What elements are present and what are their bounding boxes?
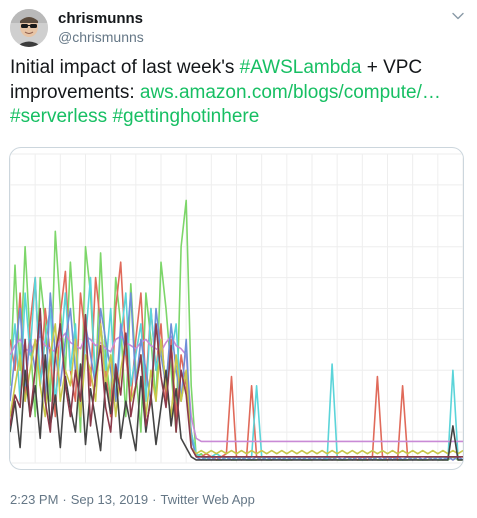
chevron-down-icon[interactable] — [451, 9, 465, 23]
series-line-6 — [10, 323, 463, 455]
separator: · — [62, 492, 67, 507]
blog-link[interactable]: aws.amazon.com/blogs/compute/… — [139, 81, 441, 103]
hashtag-serverless[interactable]: #serverless — [10, 106, 108, 127]
line-chart — [10, 153, 463, 464]
series-line-8 — [10, 307, 463, 458]
tweet-time[interactable]: 2:23 PM — [10, 492, 59, 507]
separator: · — [152, 492, 157, 507]
hashtag-gettinghotinhere[interactable]: #gettinghotinhere — [112, 106, 260, 127]
avatar-image — [10, 9, 48, 47]
series-line-7 — [10, 354, 463, 461]
hashtag-awslambda[interactable]: #AWSLambda — [239, 57, 362, 78]
tweet-text-part: Initial impact of last week's — [10, 57, 240, 78]
tweet-source[interactable]: Twitter Web App — [160, 492, 255, 507]
display-name[interactable]: chrismunns — [58, 10, 144, 27]
tweet-text: Initial impact of last week's #AWSLambda… — [10, 56, 467, 130]
tweet-header: chrismunns @chrismunns — [10, 9, 467, 49]
tweet-text-part: + VPC improvements: — [10, 57, 423, 103]
user-handle[interactable]: @chrismunns — [58, 29, 144, 45]
series-line-4 — [10, 332, 463, 443]
user-names: chrismunns @chrismunns — [58, 10, 144, 46]
avatar[interactable] — [10, 9, 48, 47]
tweet-footer: 2:23 PM · Sep 13, 2019 · Twitter Web App — [10, 492, 255, 508]
tweet-date[interactable]: Sep 13, 2019 — [70, 492, 149, 507]
tweet-media[interactable] — [9, 147, 464, 470]
